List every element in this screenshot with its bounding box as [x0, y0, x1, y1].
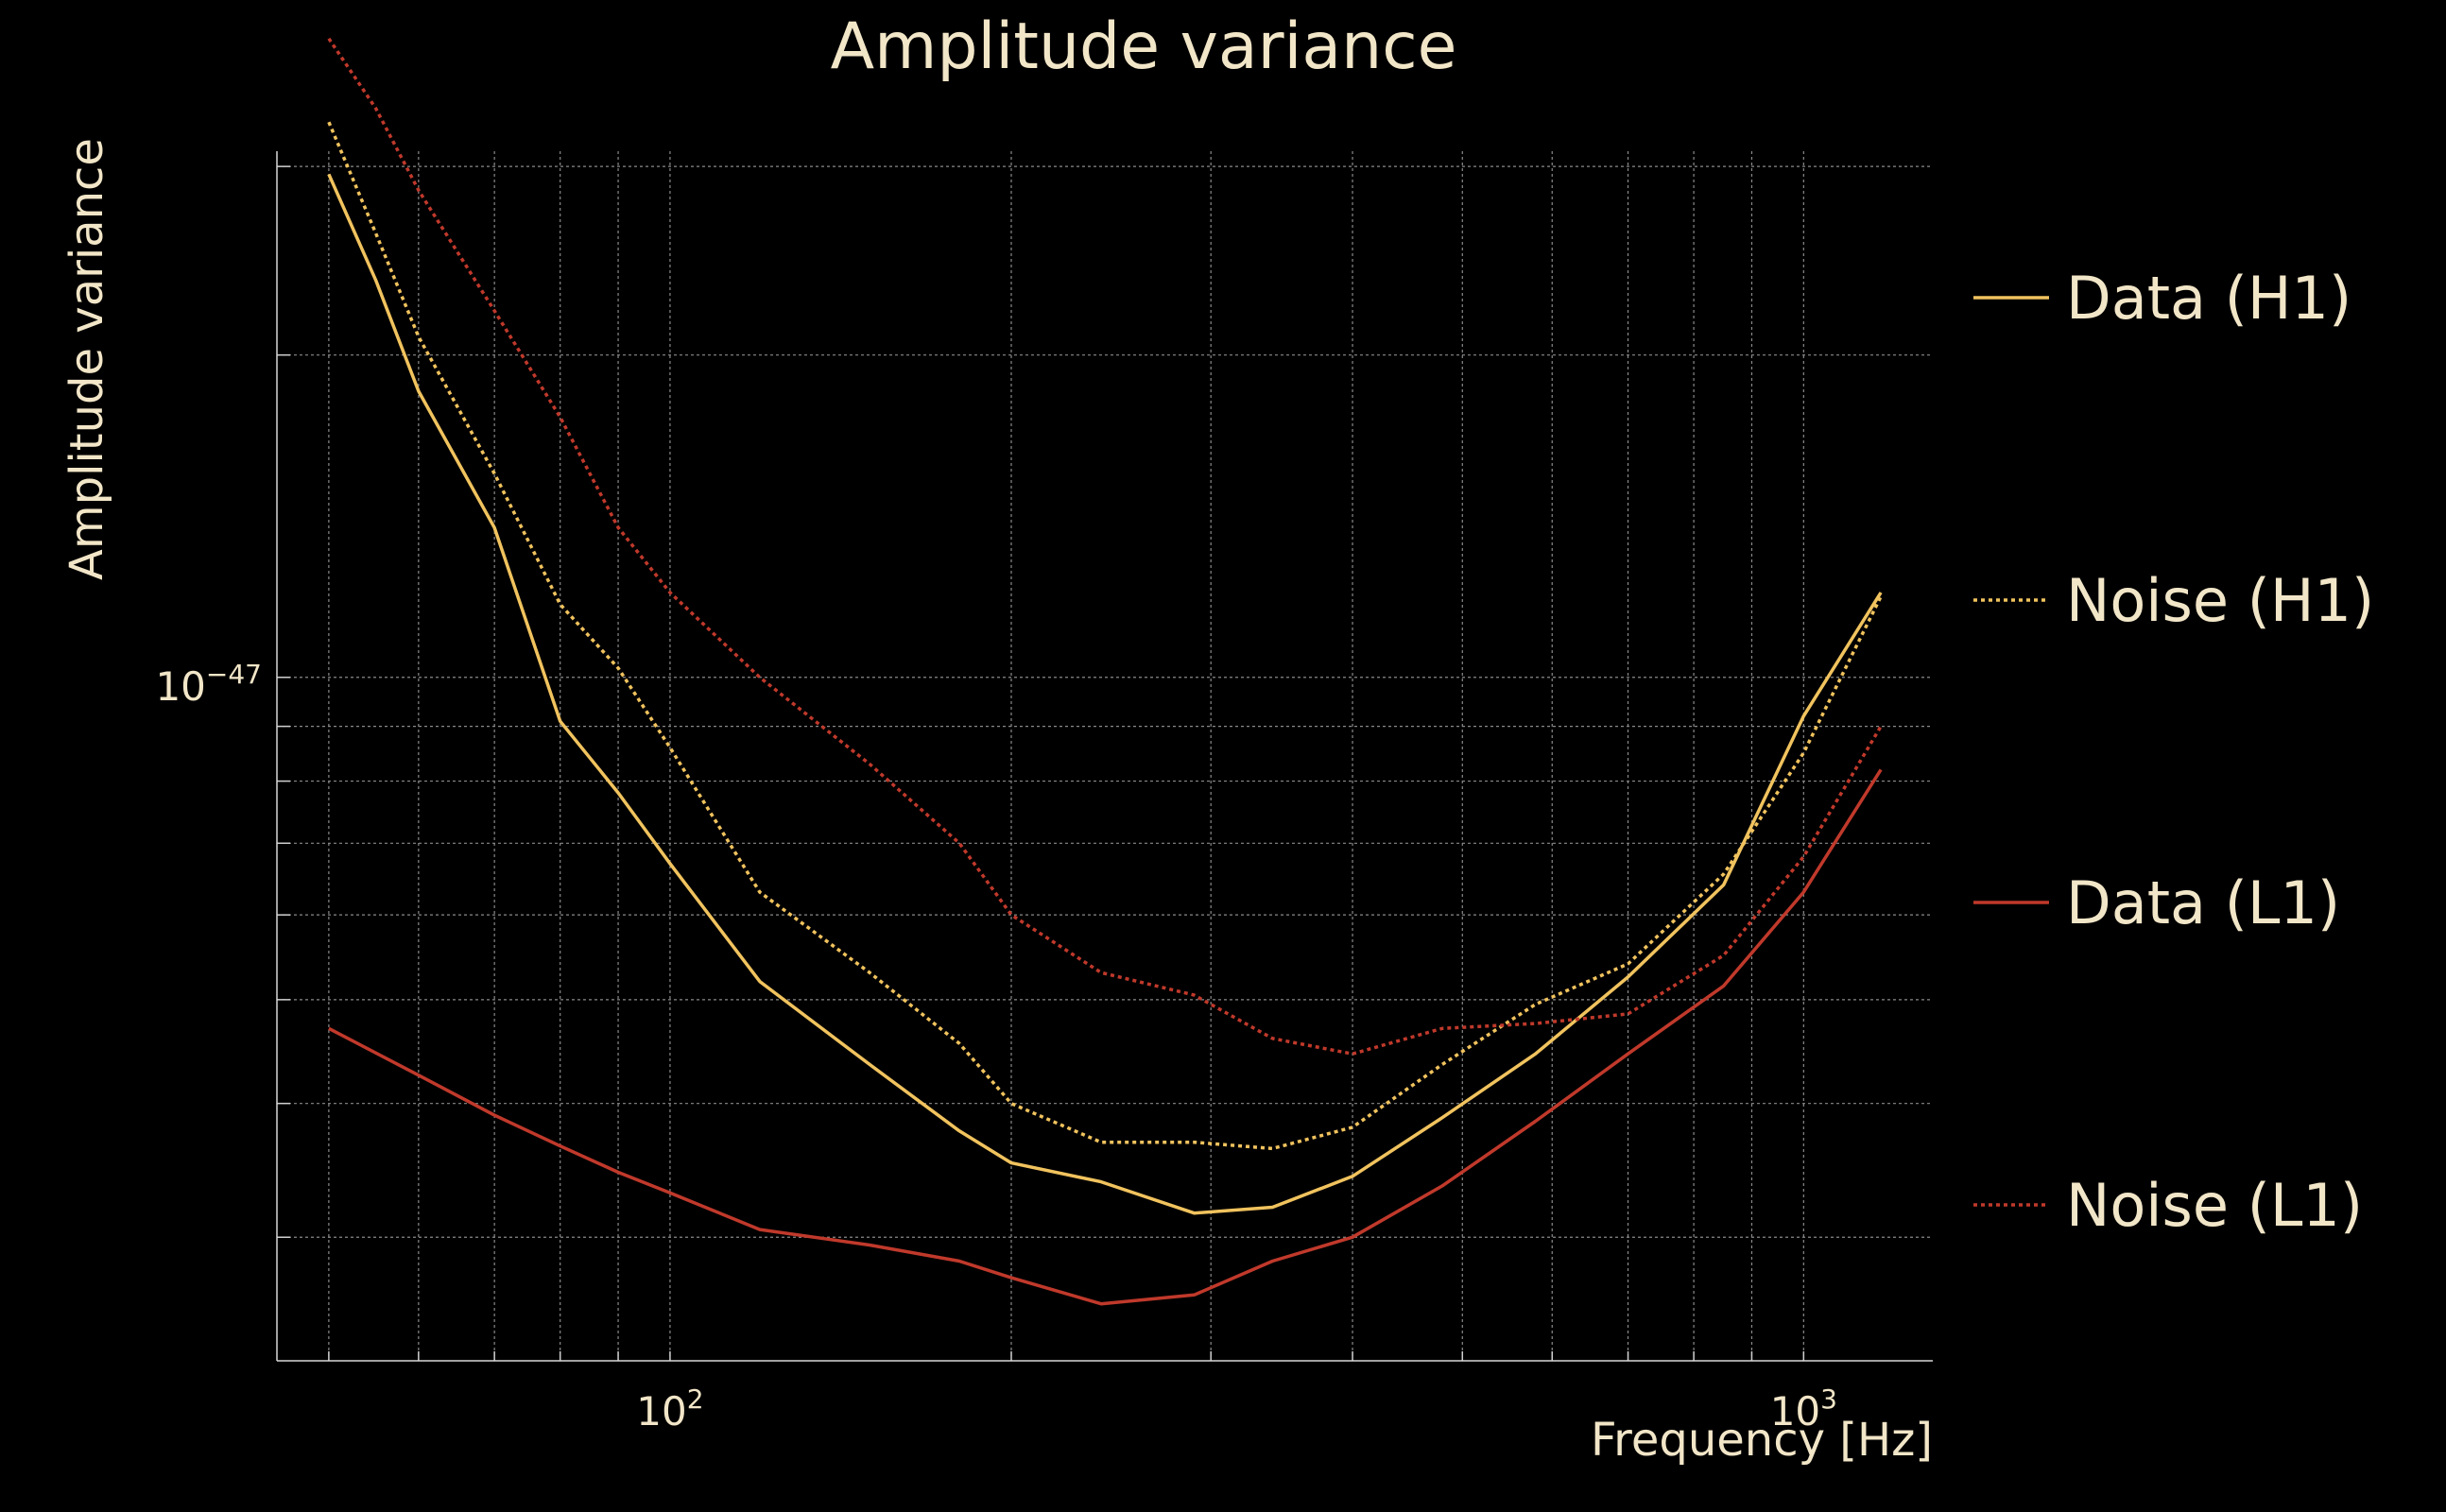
- legend-label-2: Noise (H1): [2066, 566, 2374, 635]
- series-group: [327, 37, 1883, 1306]
- y-tick-label: 10−47: [155, 659, 262, 710]
- x-tick-label: 103: [1770, 1383, 1837, 1435]
- x-tick-label: 102: [636, 1383, 703, 1435]
- grid: [277, 151, 1933, 1361]
- x-axis-label: Frequency [Hz]: [1591, 1414, 1933, 1467]
- series-line-3: [328, 768, 1883, 1306]
- y-axis-label: Amplitude variance: [60, 138, 113, 580]
- series-line-1: [327, 173, 1883, 1215]
- legend-label-1: Data (H1): [2066, 264, 2351, 333]
- chart-title: Amplitude variance: [831, 9, 1457, 84]
- axes: [276, 151, 1933, 1362]
- tick-labels: 102 103 10−47: [155, 659, 1837, 1435]
- legend-label-3: Data (L1): [2066, 868, 2340, 937]
- legend-label-4: Noise (L1): [2066, 1171, 2363, 1240]
- legend: Data (H1) Noise (H1) Data (L1) Noise (L1): [1973, 264, 2374, 1240]
